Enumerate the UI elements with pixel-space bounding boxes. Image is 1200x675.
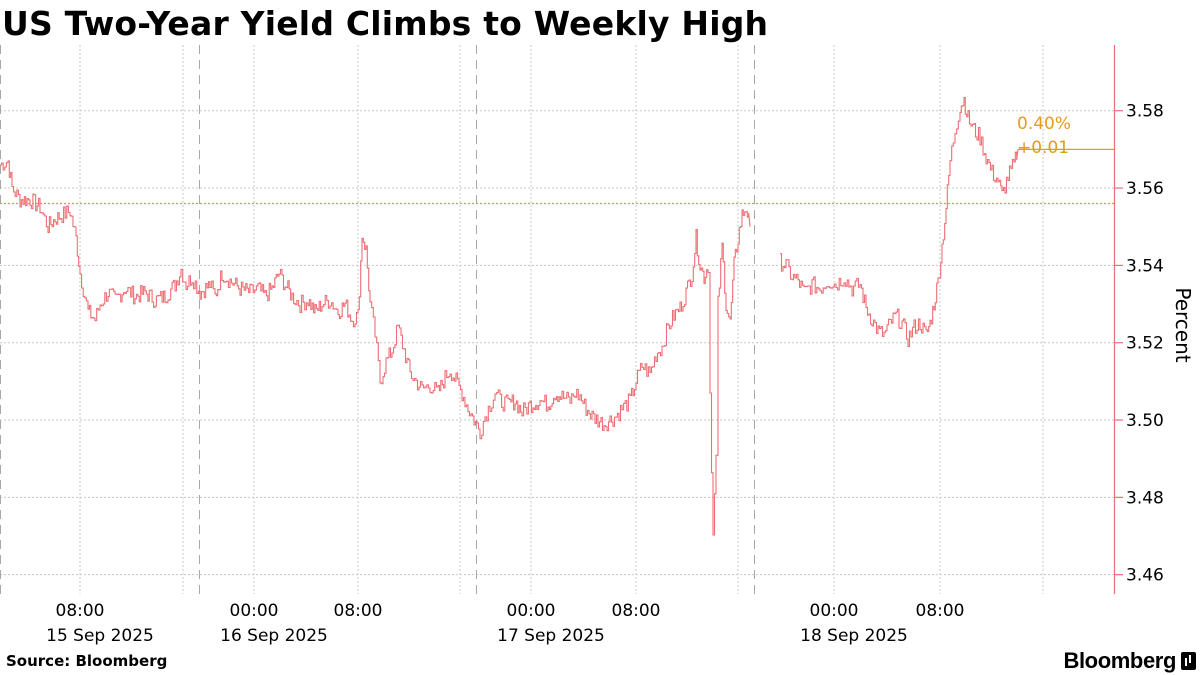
last-value-annotation: 0.40% +0.01 (1017, 114, 1114, 158)
brand-text: Bloomberg (1063, 648, 1176, 673)
chart-title: US Two-Year Yield Climbs to Weekly High (2, 4, 769, 43)
y-axis: 3.46 3.48 3.50 3.52 3.54 3.56 3.58 Percent (1113, 45, 1195, 594)
x-tick-date: 16 Sep 2025 (220, 626, 328, 646)
x-axis-tick-labels: 08:00 15 Sep 2025 00:00 16 Sep 2025 08:00 00:… (46, 601, 964, 646)
x-tick-time: 00:00 (230, 601, 279, 621)
y-axis-title: Percent (1171, 287, 1195, 362)
y-tick-label: 3.52 (1126, 334, 1164, 354)
x-tick-time: 08:00 (334, 601, 383, 621)
x-tick-date: 18 Sep 2025 (800, 626, 908, 646)
bloomberg-chart-icon (1181, 652, 1196, 670)
x-tick-time: 08:00 (916, 601, 965, 621)
y-tick-label: 3.58 (1126, 102, 1164, 122)
yield-line-segment (0, 160, 751, 536)
y-tick-label: 3.48 (1126, 488, 1164, 508)
x-tick-time: 08:00 (56, 601, 105, 621)
bloomberg-logo: Bloomberg (1063, 648, 1196, 674)
yield-series (0, 96, 1019, 536)
y-tick-label: 3.56 (1126, 179, 1164, 199)
annotation-change: +0.01 (1017, 138, 1069, 158)
x-tick-date: 17 Sep 2025 (497, 626, 605, 646)
x-tick-time: 00:00 (507, 601, 556, 621)
grid-lines (0, 45, 1114, 594)
yield-line-segment (780, 96, 1019, 348)
annotation-label: 0.40% (1017, 114, 1071, 134)
day-separator-lines (0, 45, 755, 594)
y-tick-label: 3.54 (1126, 256, 1164, 276)
source-note: Source: Bloomberg (6, 652, 168, 670)
x-tick-date: 15 Sep 2025 (46, 626, 154, 646)
x-tick-time: 00:00 (810, 601, 859, 621)
y-tick-label: 3.46 (1126, 566, 1164, 586)
y-tick-label: 3.50 (1126, 411, 1164, 431)
x-tick-time: 08:00 (612, 601, 661, 621)
